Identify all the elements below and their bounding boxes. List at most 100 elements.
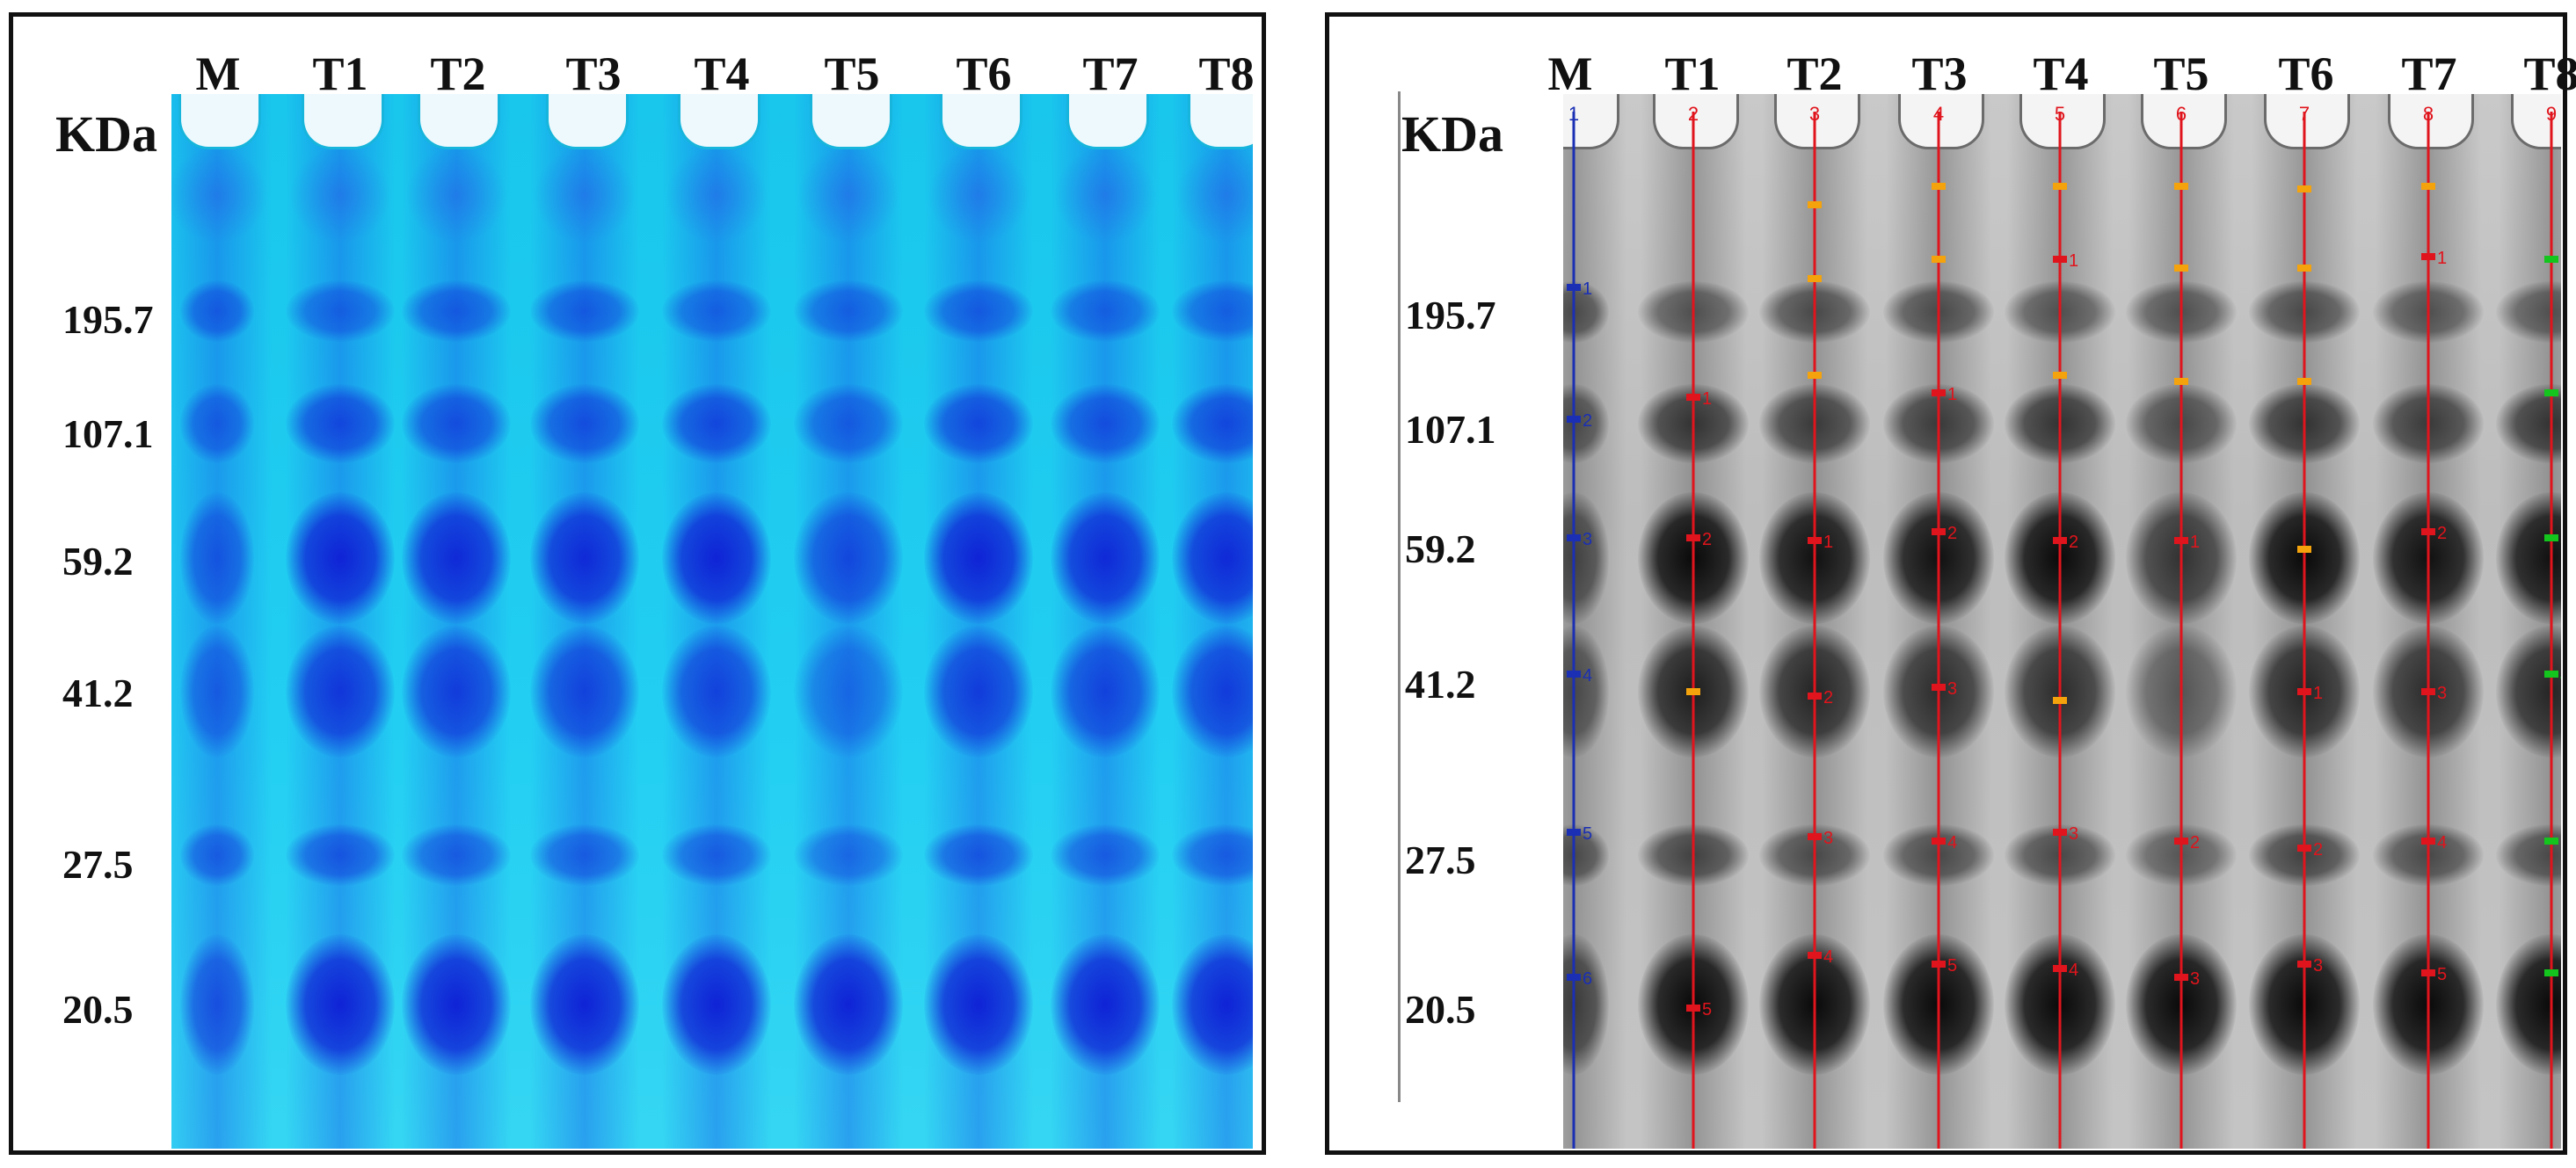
band-number-lane2-2: 2 [1702, 530, 1712, 549]
lane-label-t4: T4 [2033, 47, 2089, 100]
band-marker-lane9-1 [2544, 256, 2558, 263]
band-number-lane3-7: 4 [1823, 947, 1833, 967]
band-marker-lane7-2 [2297, 265, 2311, 272]
gel-band-lane3-4 [402, 626, 511, 758]
band-marker-lane2-4 [1686, 1005, 1700, 1012]
gel-band-lane6-1 [794, 280, 903, 342]
band-number-lane7-5: 1 [2313, 684, 2323, 703]
gel-band-lane1-4 [180, 626, 254, 758]
mw-label-27-5: 27.5 [1405, 838, 1476, 882]
band-marker-lane4-4 [1932, 528, 1946, 535]
gel-top-smear-5 [666, 147, 768, 243]
gel-top-smear-7 [928, 147, 1030, 243]
band-marker-lane5-4 [2053, 537, 2067, 544]
band-number-lane1-4: 4 [1583, 666, 1592, 686]
band-number-lane9-4: 4 [2560, 666, 2561, 686]
gel-band-lane7-6 [924, 934, 1033, 1075]
band-marker-lane7-7 [2297, 961, 2311, 968]
band-marker-lane2-2 [1686, 534, 1700, 541]
band-marker-lane7-5 [2297, 688, 2311, 695]
lane-label-m: M [195, 47, 241, 100]
band-number-lane4-5: 3 [1947, 679, 1957, 699]
lane-label-t8: T8 [1198, 47, 1255, 100]
mw-label-41-2: 41.2 [1405, 662, 1476, 707]
band-number-lane5-2: 1 [2069, 251, 2078, 271]
band-marker-lane7-1 [2297, 185, 2311, 192]
band-number-lane1-5: 5 [1583, 824, 1592, 844]
gel-band-lane2-3 [286, 492, 395, 624]
gel-band-lane9-4 [1172, 626, 1253, 758]
gel-band-lane8-6 [1051, 934, 1160, 1075]
band-number-lane4-7: 5 [1947, 956, 1957, 976]
gel-band-lane1-1 [180, 280, 254, 342]
gel-well-1 [178, 94, 261, 149]
gel-top-smear-9 [1175, 147, 1253, 243]
lane-label-t1: T1 [1664, 47, 1721, 100]
band-number-lane3-5: 2 [1823, 688, 1833, 707]
band-marker-lane5-5 [2053, 697, 2067, 704]
band-marker-lane8-3 [2421, 528, 2435, 535]
lane-number-1: 1 [1568, 103, 1579, 125]
band-marker-lane2-3 [1686, 688, 1700, 695]
gel-top-smear-8 [1054, 147, 1156, 243]
lane-label-t7: T7 [1082, 47, 1139, 100]
lane-label-t4: T4 [694, 47, 750, 100]
mw-label-107-1: 107.1 [62, 411, 154, 456]
mw-label-195-7: 195.7 [62, 297, 154, 342]
mw-label-59-2: 59.2 [62, 539, 134, 584]
band-marker-lane4-5 [1932, 684, 1946, 691]
band-marker-lane1-1 [1567, 284, 1581, 291]
band-number-lane1-3: 3 [1583, 530, 1592, 549]
band-number-lane2-1: 1 [1702, 389, 1712, 409]
gel-well-7 [940, 94, 1022, 149]
gel-band-lane4-5 [530, 824, 639, 886]
band-marker-lane9-6 [2544, 969, 2558, 976]
gel-band-lane5-5 [662, 824, 771, 886]
gel-band-lane6-5 [794, 824, 903, 886]
lane-number-9: 9 [2546, 103, 2557, 125]
lane-number-2: 2 [1688, 103, 1699, 125]
band-number-lane8-2: 1 [2437, 249, 2447, 268]
band-marker-lane2-1 [1686, 394, 1700, 401]
gel-band-lane3-5 [402, 824, 511, 886]
band-number-lane1-2: 2 [1583, 411, 1592, 431]
band-marker-lane7-3 [2297, 378, 2311, 385]
band-marker-lane6-1 [2174, 183, 2188, 190]
mw-label-195-7: 195.7 [1405, 293, 1496, 337]
gel-band-lane5-4 [662, 626, 771, 758]
gel-well-8 [1066, 94, 1149, 149]
band-marker-lane3-1 [1808, 201, 1822, 208]
band-marker-lane9-5 [2544, 838, 2558, 845]
band-marker-lane3-3 [1808, 372, 1822, 379]
stained-gel-image [171, 94, 1253, 1149]
band-number-lane1-6: 6 [1583, 969, 1592, 989]
gel-band-lane7-5 [924, 824, 1033, 886]
lane-label-t2: T2 [430, 47, 486, 100]
mw-label-27-5: 27.5 [62, 842, 134, 887]
mw-label-41-2: 41.2 [62, 671, 134, 715]
gel-top-smear-1 [171, 147, 268, 243]
lane-number-8: 8 [2423, 103, 2434, 125]
gel-band-lane9-6 [1172, 934, 1253, 1075]
band-marker-lane1-2 [1567, 416, 1581, 423]
lane-number-5: 5 [2055, 103, 2065, 125]
gel-band-lane4-1 [530, 280, 639, 342]
gel-band-lane1-3 [180, 492, 254, 624]
band-marker-lane5-7 [2053, 965, 2067, 972]
band-marker-lane9-4 [2544, 671, 2558, 678]
lane-number-7: 7 [2299, 103, 2310, 125]
mw-label-20-5: 20.5 [1405, 987, 1476, 1032]
band-number-lane5-4: 2 [2069, 533, 2078, 552]
gel-band-lane4-4 [530, 626, 639, 758]
band-number-lane9-1: 1 [2560, 251, 2561, 271]
analysis-well-7 [2264, 94, 2350, 149]
band-number-lane3-6: 3 [1823, 829, 1833, 848]
vertical-rule [1398, 91, 1401, 1102]
gel-band-lane8-3 [1051, 492, 1160, 624]
gel-well-5 [678, 94, 760, 149]
band-marker-lane8-1 [2421, 183, 2435, 190]
band-marker-lane6-6 [2174, 974, 2188, 981]
band-marker-lane4-6 [1932, 838, 1946, 845]
gel-band-lane4-2 [530, 384, 639, 463]
lane-label-t8: T8 [2523, 47, 2576, 100]
